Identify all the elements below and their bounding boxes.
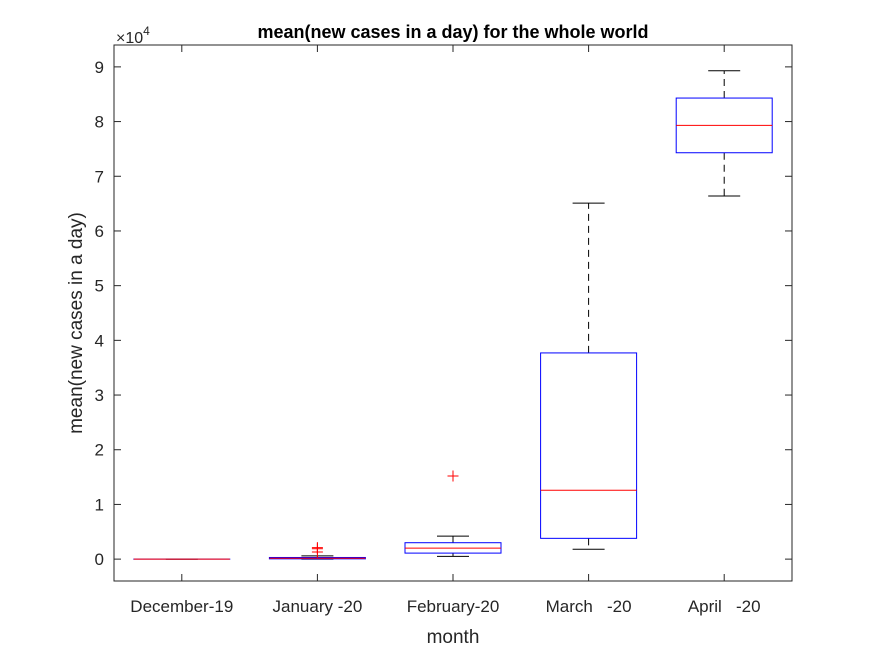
boxes-layer <box>133 70 773 560</box>
y-axis-label: mean(new cases in a day) <box>66 212 87 434</box>
x-axis-label: month <box>427 627 480 648</box>
y-axis-exponent-power: 4 <box>143 24 150 38</box>
x-axis: December-19 January -20 February-20 March -… <box>130 45 761 616</box>
box-2 <box>268 542 366 560</box>
x-tick-label: March -20 <box>546 597 632 616</box>
y-tick-label: 5 <box>95 277 104 296</box>
y-axis-exponent: ×104 <box>116 24 150 47</box>
box-5 <box>675 70 773 197</box>
y-tick-label: 3 <box>95 386 104 405</box>
box-3 <box>404 470 502 557</box>
x-tick-label: January -20 <box>273 597 363 616</box>
outlier-marker <box>447 470 459 482</box>
outlier-marker <box>311 542 323 554</box>
y-tick-label: 6 <box>95 222 104 241</box>
y-tick-label: 8 <box>95 113 104 132</box>
chart-title: mean(new cases in a day) for the whole w… <box>257 22 648 42</box>
y-tick-label: 7 <box>95 167 104 186</box>
x-tick-label: February-20 <box>407 597 500 616</box>
x-tick-label: December-19 <box>130 597 233 616</box>
y-axis-exponent-base: ×10 <box>116 30 143 47</box>
y-tick-label: 4 <box>95 331 104 350</box>
y-tick-label: 0 <box>95 550 104 569</box>
y-tick-label: 1 <box>95 495 104 514</box>
box-iqr <box>540 352 638 539</box>
y-tick-label: 2 <box>95 441 104 460</box>
y-axis: 0 1 2 3 4 5 6 7 8 9 <box>95 58 792 569</box>
box-4 <box>540 202 638 550</box>
x-tick-label: April -20 <box>688 597 761 616</box>
y-tick-label: 9 <box>95 58 104 77</box>
